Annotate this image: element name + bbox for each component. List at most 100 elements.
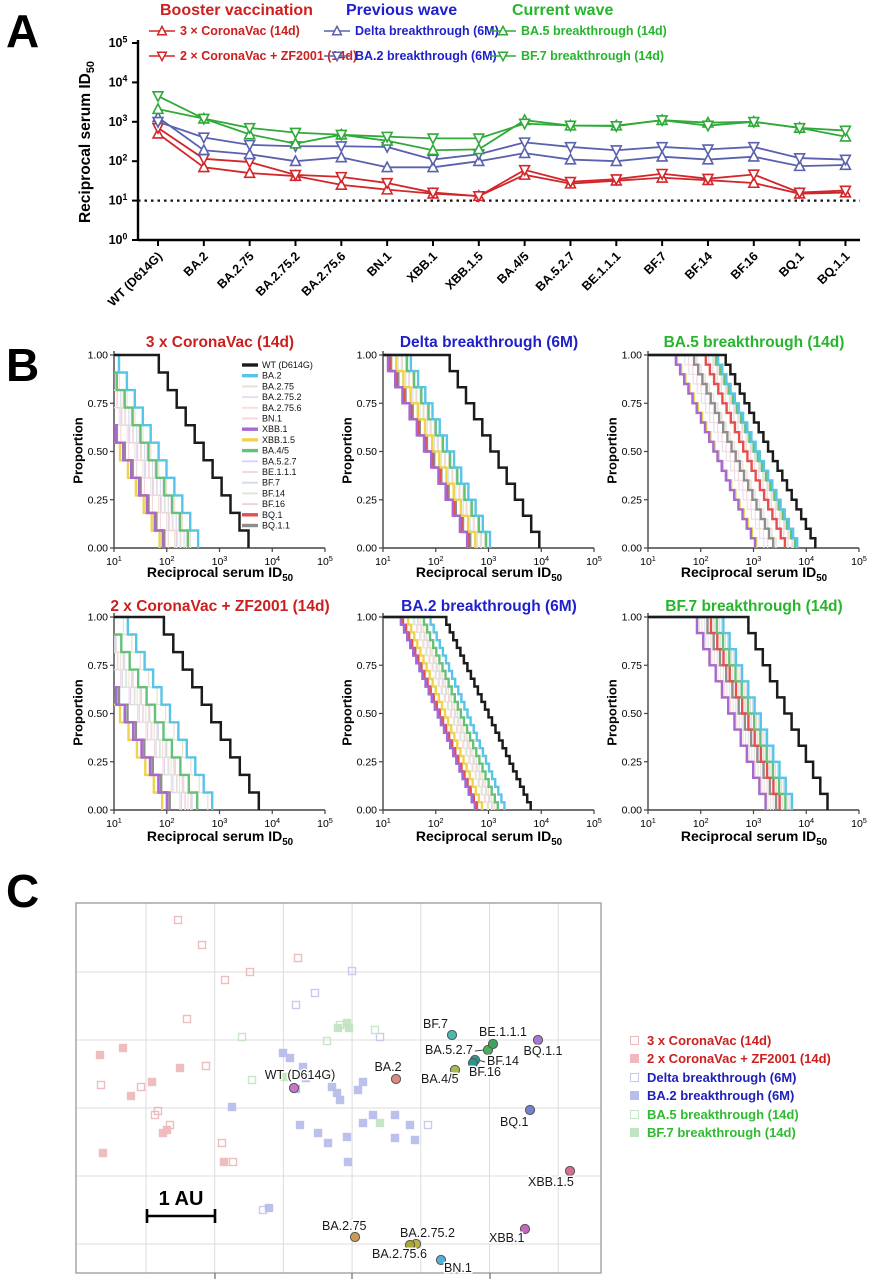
triangle-up-marker	[564, 152, 577, 165]
svg-text:103: 103	[746, 816, 762, 830]
ecdf-curve-XBB.1.5	[114, 441, 161, 548]
serum-point	[358, 1077, 368, 1087]
serum-point	[405, 1120, 415, 1130]
panel-a-category-label: BA.4/5	[494, 249, 531, 286]
ecdf-curve-BF.14	[114, 651, 187, 810]
svg-text:105: 105	[851, 554, 867, 568]
ecdf-curve-WT-D614G-	[648, 615, 829, 810]
panel-a-category-label: XBB.1	[404, 249, 440, 285]
panel-a-category-label: BE.1.1.1	[579, 249, 623, 293]
triangle-down-marker	[701, 120, 715, 133]
serum-point	[245, 967, 255, 977]
legend-a-item-label: 3 × CoronaVac (14d)	[180, 24, 300, 38]
triangle-up-marker	[497, 24, 509, 36]
svg-text:101: 101	[106, 554, 122, 568]
panel-b-xlabel: Reciprocal serum ID50	[680, 828, 828, 848]
serum-point	[126, 1091, 136, 1101]
legend-a-group2-title: Previous wave	[346, 2, 458, 19]
serum-point	[158, 1128, 168, 1138]
svg-text:1.00: 1.00	[88, 612, 109, 624]
panel-b-title-4: 2 x CoronaVac + ZF2001 (14d)	[110, 598, 330, 615]
triangle-up-marker	[655, 149, 669, 162]
svg-text:0.50: 0.50	[622, 446, 643, 458]
panel-a-series-Delta-breakthrough-6M-	[151, 110, 852, 173]
serum-point	[173, 915, 183, 925]
svg-text:1.00: 1.00	[622, 350, 643, 362]
svg-text:102: 102	[428, 816, 444, 830]
variant-legend-label: WT (D614G)	[262, 360, 313, 370]
serum-point	[298, 1062, 308, 1072]
serum-point	[247, 1075, 257, 1085]
triangle-up-marker-icon	[322, 24, 352, 38]
panel-b-subplot-5: 0.00 0.25 0.50 0.75 1.00 101 102 103 104 105	[357, 612, 602, 831]
svg-text:100: 100	[109, 231, 128, 247]
triangle-up-marker	[335, 177, 348, 190]
ecdf-curve-XBB.1.5	[383, 615, 484, 810]
triangle-down-marker	[151, 90, 165, 103]
filled-square-icon	[630, 1128, 639, 1138]
triangle-down-marker	[839, 185, 852, 198]
antigen-point-BA.4-5	[449, 1064, 461, 1076]
open-square-icon	[630, 1109, 639, 1119]
triangle-down-marker-icon	[147, 49, 177, 63]
legend-a-item-label: BA.2 breakthrough (6M)	[355, 49, 497, 63]
svg-text:105: 105	[586, 816, 602, 830]
serum-point	[342, 1132, 352, 1142]
triangle-down-marker	[793, 153, 806, 166]
variant-legend-label: BA.2.75.2	[262, 392, 302, 402]
triangle-down-marker	[426, 154, 440, 167]
panel-c-label: C	[6, 865, 40, 917]
serum-point	[423, 1120, 433, 1130]
svg-text:1.00: 1.00	[357, 350, 378, 362]
triangle-up-marker	[243, 166, 256, 179]
svg-text:0.50: 0.50	[88, 446, 109, 458]
variant-legend-label: BF.16	[262, 499, 285, 509]
ecdf-curve-BA.2.75.2	[648, 354, 765, 548]
serum-point	[96, 1080, 106, 1090]
serum-point	[118, 1043, 128, 1053]
panel-b-xlabel: Reciprocal serum ID50	[146, 828, 294, 848]
panel-b-subplot-6: 0.00 0.25 0.50 0.75 1.00 101 102 103 104 105	[622, 612, 867, 831]
panel-b-xlabel: Reciprocal serum ID50	[415, 828, 563, 848]
triangle-down-marker	[564, 176, 577, 189]
legend-c-row: BF.7 breakthrough (14d)	[630, 1124, 831, 1143]
panel-a-category-label: BF.14	[682, 249, 715, 282]
svg-text:102: 102	[428, 554, 444, 568]
triangle-down-marker	[518, 118, 531, 131]
legend-c-row: BA.2 breakthrough (6M)	[630, 1087, 831, 1106]
variant-legend-label: BF.7	[262, 478, 280, 488]
ecdf-curve-BA.2	[648, 353, 799, 548]
serum-point	[136, 1082, 146, 1092]
panel-b-title-6: BF.7 breakthrough (14d)	[665, 598, 843, 615]
variant-legend-label: BQ.1.1	[262, 521, 290, 531]
serum-point	[220, 975, 230, 985]
legend-c-label: BA.2 breakthrough (6M)	[647, 1088, 795, 1104]
antigen-point-XBB.1.5	[564, 1165, 576, 1177]
legend-c-row: Delta breakthrough (6M)	[630, 1068, 831, 1087]
legend-c-row: 3 x CoronaVac (14d)	[630, 1031, 831, 1050]
serum-point	[347, 966, 357, 976]
triangle-down-marker	[289, 169, 302, 182]
panel-b-title-2: Delta breakthrough (6M)	[399, 334, 579, 351]
svg-text:105: 105	[317, 816, 333, 830]
serum-point	[323, 1138, 333, 1148]
triangle-down-marker-icon	[488, 49, 518, 63]
antigen-label: BA.2.75	[322, 1219, 367, 1233]
triangle-up-marker	[426, 160, 440, 173]
serum-point	[295, 1120, 305, 1130]
antigen-label: BQ.1.1	[524, 1044, 563, 1058]
panel-a-category-label: WT (D614G)	[105, 249, 165, 309]
legend-a-item-label: Delta breakthrough (6M)	[355, 24, 499, 38]
svg-text:0.00: 0.00	[622, 543, 643, 555]
serum-point	[333, 1023, 343, 1033]
svg-text:105: 105	[586, 554, 602, 568]
triangle-up-marker-icon	[488, 24, 518, 38]
ecdf-curve-BA.2	[648, 615, 794, 810]
variant-legend-label: XBB.1	[262, 424, 288, 434]
ecdf-curve-WT-D614G-	[114, 615, 261, 810]
panel-b-xlabel: Reciprocal serum ID50	[415, 564, 563, 584]
panel-a-category-label: BN.1	[364, 249, 394, 279]
triangle-up-marker	[747, 149, 761, 162]
serum-point	[327, 1082, 337, 1092]
legend-a-item-label: BF.7 breakthrough (14d)	[521, 49, 665, 63]
